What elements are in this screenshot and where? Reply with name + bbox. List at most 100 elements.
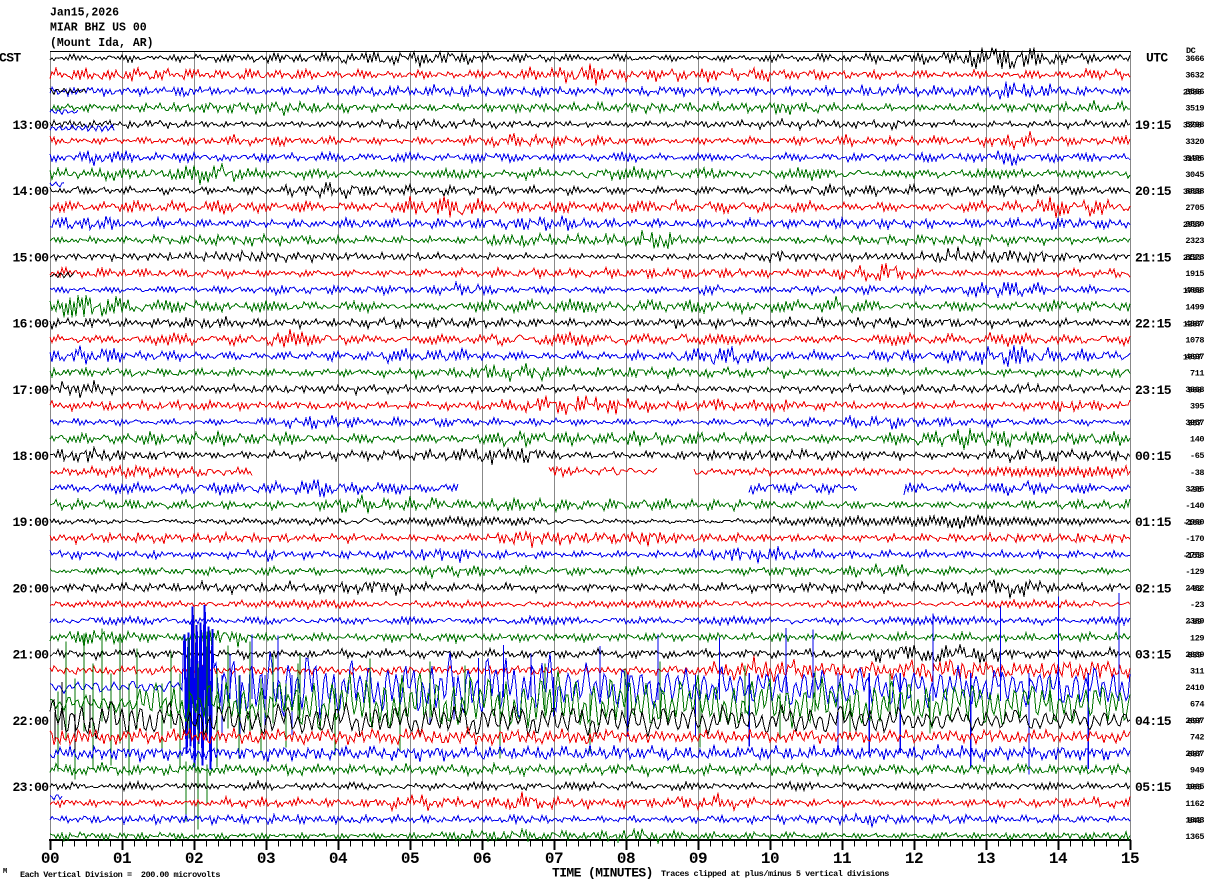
svg-text:3519: 3519 xyxy=(1185,104,1204,114)
svg-text:05:15: 05:15 xyxy=(1135,780,1172,795)
svg-text:Each Vertical Division = 200.: Each Vertical Division = 200.00 microvol… xyxy=(20,870,220,880)
svg-text:-140: -140 xyxy=(1185,501,1204,511)
svg-text:23:15: 23:15 xyxy=(1135,383,1172,398)
svg-text:12: 12 xyxy=(905,850,923,868)
svg-text:-38: -38 xyxy=(1190,468,1204,478)
svg-text:20:00: 20:00 xyxy=(12,581,49,596)
svg-text:-65: -65 xyxy=(1190,451,1204,461)
svg-text:357: 357 xyxy=(1188,419,1202,429)
svg-text:DC: DC xyxy=(1186,46,1196,56)
svg-text:10: 10 xyxy=(761,850,779,868)
svg-text:1843: 1843 xyxy=(1185,815,1204,825)
svg-text:8838: 8838 xyxy=(1185,186,1204,196)
svg-text:-62: -62 xyxy=(1188,584,1202,594)
svg-text:Jan15,2026: Jan15,2026 xyxy=(50,7,119,20)
svg-text:2960: 2960 xyxy=(1185,517,1204,527)
svg-text:CST: CST xyxy=(0,51,21,66)
svg-text:04:15: 04:15 xyxy=(1135,714,1172,729)
svg-text:17:00: 17:00 xyxy=(12,383,49,398)
svg-text:687: 687 xyxy=(1188,750,1202,760)
svg-text:00: 00 xyxy=(41,850,59,868)
svg-text:08: 08 xyxy=(617,850,635,868)
svg-text:1499: 1499 xyxy=(1185,302,1204,312)
svg-text:1097: 1097 xyxy=(1183,352,1202,362)
svg-text:13:00: 13:00 xyxy=(12,118,49,133)
svg-text:4697: 4697 xyxy=(1185,352,1204,362)
svg-text:14: 14 xyxy=(1049,850,1068,868)
svg-text:3566: 3566 xyxy=(1185,87,1204,97)
svg-text:3868: 3868 xyxy=(1185,385,1204,395)
svg-text:M: M xyxy=(3,868,7,876)
svg-text:140: 140 xyxy=(1190,435,1204,445)
svg-text:07: 07 xyxy=(545,850,563,868)
svg-text:9530: 9530 xyxy=(1185,220,1204,230)
svg-text:3398: 3398 xyxy=(1183,121,1202,131)
svg-text:23:00: 23:00 xyxy=(12,780,49,795)
svg-text:3320: 3320 xyxy=(1185,137,1204,147)
svg-text:-89: -89 xyxy=(1188,617,1202,627)
svg-text:2697: 2697 xyxy=(1185,716,1204,726)
svg-text:711: 711 xyxy=(1190,368,1204,378)
svg-text:3195: 3195 xyxy=(1183,154,1202,164)
svg-text:6496: 6496 xyxy=(1185,153,1204,163)
svg-text:3295: 3295 xyxy=(1185,484,1204,494)
svg-text:(Mount Ida, AR): (Mount Ida, AR) xyxy=(50,37,154,50)
svg-text:1365: 1365 xyxy=(1185,832,1204,842)
svg-text:1915: 1915 xyxy=(1185,269,1204,279)
svg-text:04: 04 xyxy=(329,850,348,868)
svg-text:674: 674 xyxy=(1190,699,1204,709)
svg-text:839: 839 xyxy=(1188,650,1202,660)
svg-text:2937: 2937 xyxy=(1183,220,1202,230)
svg-text:TIME (MINUTES): TIME (MINUTES) xyxy=(552,866,653,881)
svg-text:2462: 2462 xyxy=(1185,584,1204,594)
svg-text:15: 15 xyxy=(1121,850,1139,868)
svg-text:21:15: 21:15 xyxy=(1135,250,1172,265)
svg-text:395: 395 xyxy=(1190,402,1204,412)
svg-text:2687: 2687 xyxy=(1185,749,1204,759)
svg-text:-23: -23 xyxy=(1190,600,1204,610)
svg-text:-129: -129 xyxy=(1185,567,1204,577)
svg-text:311: 311 xyxy=(1190,666,1204,676)
svg-text:3632: 3632 xyxy=(1185,71,1204,81)
svg-text:3666: 3666 xyxy=(1185,54,1204,64)
svg-text:05: 05 xyxy=(401,850,419,868)
svg-text:1287: 1287 xyxy=(1183,319,1202,329)
svg-text:18:00: 18:00 xyxy=(12,449,49,464)
svg-text:2389: 2389 xyxy=(1185,617,1204,627)
svg-text:11: 11 xyxy=(833,850,851,868)
svg-text:3957: 3957 xyxy=(1185,418,1204,428)
svg-text:1965: 1965 xyxy=(1185,782,1204,792)
svg-text:4887: 4887 xyxy=(1185,319,1204,329)
svg-text:2705: 2705 xyxy=(1185,203,1204,213)
svg-text:19:00: 19:00 xyxy=(12,515,49,530)
svg-text:MIAR BHZ US 00: MIAR BHZ US 00 xyxy=(50,22,147,35)
svg-text:-153: -153 xyxy=(1183,551,1202,561)
svg-text:1078: 1078 xyxy=(1185,335,1204,345)
svg-text:5798: 5798 xyxy=(1185,120,1204,130)
svg-text:568: 568 xyxy=(1188,386,1202,396)
svg-text:2586: 2586 xyxy=(1183,88,1202,98)
svg-text:2323: 2323 xyxy=(1185,236,1204,246)
svg-text:01: 01 xyxy=(113,850,131,868)
svg-text:129: 129 xyxy=(1190,633,1204,643)
svg-text:Traces clipped at plus/minus 5: Traces clipped at plus/minus 5 vertical … xyxy=(661,869,889,879)
svg-text:02: 02 xyxy=(185,850,203,868)
svg-text:3045: 3045 xyxy=(1185,170,1204,180)
svg-text:00:15: 00:15 xyxy=(1135,449,1172,464)
svg-text:03:15: 03:15 xyxy=(1135,648,1172,663)
svg-text:949: 949 xyxy=(1190,766,1204,776)
svg-text:2410: 2410 xyxy=(1185,683,1204,693)
svg-text:19:15: 19:15 xyxy=(1135,118,1172,133)
svg-text:1768: 1768 xyxy=(1183,286,1202,296)
svg-text:-170: -170 xyxy=(1185,534,1204,544)
svg-text:4868: 4868 xyxy=(1185,286,1204,296)
svg-text:14:00: 14:00 xyxy=(12,184,49,199)
svg-text:02:15: 02:15 xyxy=(1135,581,1172,596)
svg-text:-95: -95 xyxy=(1188,485,1202,495)
svg-text:21:00: 21:00 xyxy=(12,648,49,663)
svg-text:03: 03 xyxy=(257,850,275,868)
svg-text:20:15: 20:15 xyxy=(1135,184,1172,199)
svg-text:742: 742 xyxy=(1190,733,1204,743)
svg-text:1162: 1162 xyxy=(1185,799,1204,809)
svg-text:8523: 8523 xyxy=(1185,253,1204,263)
